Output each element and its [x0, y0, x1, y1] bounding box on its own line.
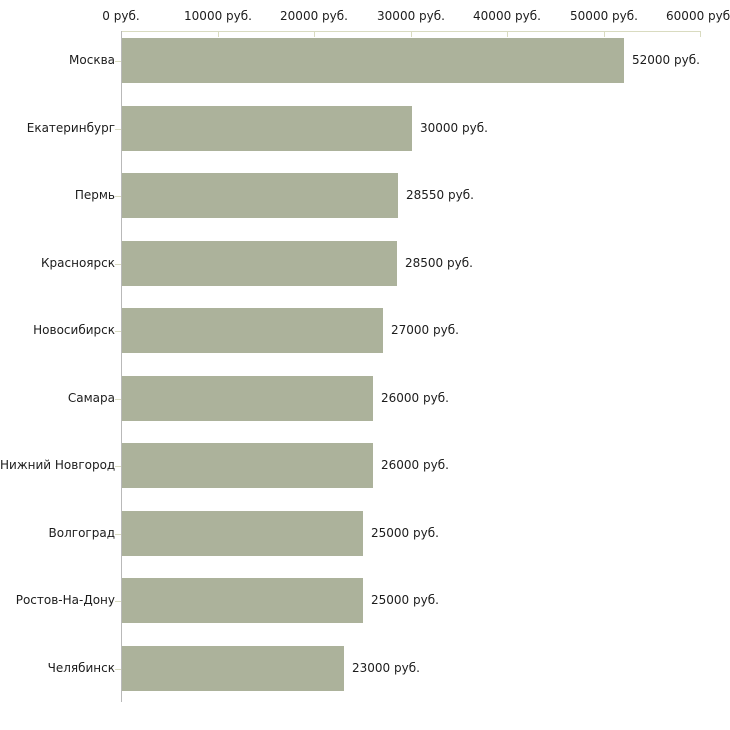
- category-tick: [115, 61, 121, 62]
- bar: [122, 578, 363, 623]
- bar-row: Москва 52000 руб.: [0, 38, 730, 83]
- bar: [122, 173, 398, 218]
- x-axis-tick-label: 0 руб.: [102, 9, 140, 23]
- category-label: Москва: [69, 53, 115, 67]
- value-label: 28500 руб.: [405, 255, 473, 270]
- category-tick: [115, 128, 121, 130]
- category-tick: [115, 398, 121, 400]
- value-label: 26000 руб.: [381, 390, 449, 405]
- bar-row: Новосибирск 27000 руб.: [0, 308, 730, 353]
- category-tick: [115, 601, 121, 602]
- category-label: Пермь: [74, 188, 115, 202]
- bar: [122, 38, 624, 83]
- category-tick: [115, 668, 121, 670]
- x-axis-tick: [314, 31, 315, 37]
- x-axis-tick-label: 30000 руб.: [377, 9, 445, 23]
- x-axis-line: [121, 31, 700, 32]
- value-label: 27000 руб.: [391, 323, 459, 337]
- value-label: 23000 руб.: [352, 660, 420, 675]
- x-axis-tick-label: 10000 руб.: [184, 9, 252, 23]
- bar-row: Красноярск 28500 руб.: [0, 240, 730, 286]
- category-tick: [115, 196, 121, 197]
- category-label: Красноярск: [41, 255, 115, 270]
- x-axis-tick-label: 20000 руб.: [280, 9, 348, 23]
- x-axis-tick: [411, 31, 412, 37]
- category-label: Ростов-На-Дону: [15, 593, 115, 607]
- bar-row: Екатеринбург 30000 руб.: [0, 105, 730, 151]
- bar-row: Самара 26000 руб.: [0, 375, 730, 421]
- category-label: Екатеринбург: [26, 120, 115, 135]
- bar: [122, 443, 373, 488]
- bar: [122, 105, 412, 151]
- value-label: 28550 руб.: [406, 188, 474, 202]
- bar-row: Ростов-На-Дону 25000 руб.: [0, 578, 730, 623]
- category-tick: [115, 263, 121, 265]
- bar: [122, 510, 363, 556]
- y-axis-line: [121, 31, 122, 702]
- bar-row: Пермь 28550 руб.: [0, 173, 730, 218]
- x-axis-tick: [700, 31, 701, 37]
- value-label: 25000 руб.: [371, 525, 439, 540]
- x-axis-tick: [218, 31, 219, 37]
- category-label: Челябинск: [47, 660, 115, 675]
- category-label: Волгоград: [48, 525, 115, 540]
- category-tick: [115, 533, 121, 535]
- x-axis-tick-label: 60000 руб.: [666, 9, 730, 23]
- bar-row: Волгоград 25000 руб.: [0, 510, 730, 556]
- value-label: 25000 руб.: [371, 593, 439, 607]
- category-label: Новосибирск: [33, 323, 115, 337]
- category-tick: [115, 466, 121, 467]
- x-axis-tick-label: 40000 руб.: [473, 9, 541, 23]
- value-label: 30000 руб.: [420, 120, 488, 135]
- x-axis-tick: [507, 31, 508, 37]
- bar: [122, 240, 397, 286]
- bar-row: Нижний Новгород 26000 руб.: [0, 443, 730, 488]
- value-label: 26000 руб.: [381, 458, 449, 472]
- category-label: Самара: [67, 390, 115, 405]
- bar: [122, 375, 373, 421]
- x-axis-tick: [604, 31, 605, 37]
- x-axis-tick-label: 50000 руб.: [570, 9, 638, 23]
- category-label: Нижний Новгород: [0, 458, 116, 472]
- value-label: 52000 руб.: [632, 53, 700, 67]
- bar-row: Челябинск 23000 руб.: [0, 645, 730, 691]
- bar: [122, 308, 383, 353]
- bar: [122, 645, 344, 691]
- category-tick: [115, 331, 121, 332]
